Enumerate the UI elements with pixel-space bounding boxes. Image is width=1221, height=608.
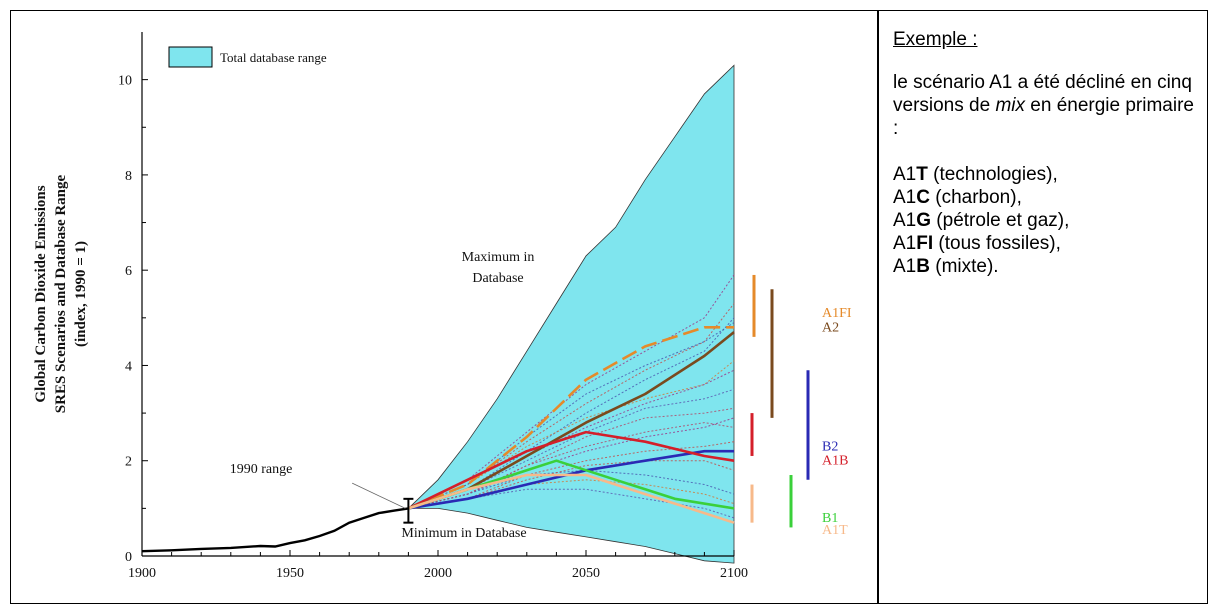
variant-prefix: A1	[893, 187, 917, 208]
range-bar-label-a2: A2	[822, 320, 839, 335]
variant-code: C	[916, 187, 930, 208]
variant-code: FI	[916, 233, 934, 254]
variant-prefix: A1	[893, 233, 917, 254]
para-after: en énergie primaire :	[893, 95, 1194, 139]
range-bar-label-a1b: A1B	[822, 454, 848, 469]
variant-desc: (charbon),	[929, 187, 1022, 208]
variant-list: A1T (technologies), A1C (charbon), A1G (…	[893, 163, 1198, 278]
range-bar-label-b1: B1	[822, 511, 838, 526]
note-panel: Exemple : le scénario A1 a été décliné e…	[893, 28, 1198, 278]
scenario-bundle-line	[408, 441, 735, 509]
note-paragraph: le scénario A1 a été décliné en cinq ver…	[893, 71, 1198, 140]
variant-item: A1G (pétrole et gaz),	[893, 209, 1198, 232]
note-heading: Exemple :	[893, 29, 978, 50]
max-annotation-line: Database	[472, 271, 523, 286]
series-line-a1b	[407, 430, 735, 510]
x-tick-label: 2000	[424, 566, 452, 581]
variant-code: T	[916, 164, 928, 185]
column-divider	[877, 10, 879, 604]
range-bar-label-a1t: A1T	[822, 523, 848, 538]
variant-desc: (pétrole et gaz),	[931, 210, 1070, 231]
para-mix-word: mix	[995, 95, 1026, 116]
legend-swatch	[168, 46, 213, 68]
variant-item: A1FI (tous fossiles),	[893, 232, 1198, 255]
scenario-bundle-line	[408, 422, 735, 509]
range-bar-label-a1fi: A1FI	[822, 306, 852, 321]
range-1990-annotation: 1990 range	[230, 462, 293, 477]
variant-item: A1T (technologies),	[893, 163, 1198, 186]
variant-desc: (tous fossiles),	[933, 233, 1061, 254]
chart-panel: 0 2 4 6 8 10 1900 1950 2000 2050 2100 Global Carbon…	[12, 12, 876, 602]
para-before: le scénario A1 a été décliné en cinq ver…	[893, 72, 1192, 116]
database-range-area	[407, 64, 735, 564]
legend-label: Total database range	[220, 50, 327, 65]
variant-item: A1C (charbon),	[893, 186, 1198, 209]
outer-frame	[10, 10, 1208, 604]
variant-code: G	[916, 210, 932, 231]
x-tick-label: 2050	[572, 566, 600, 581]
variant-prefix: A1	[893, 164, 917, 185]
y-tick-label: 0	[125, 550, 132, 565]
variant-desc: (mixte).	[929, 256, 999, 277]
scenario-bundle-line	[408, 322, 735, 509]
series-line-a1t	[408, 473, 735, 524]
range-bar-label-b2: B2	[822, 439, 838, 454]
x-tick-label: 1950	[276, 566, 304, 581]
emissions-chart: 0 2 4 6 8 10 1900 1950 2000 2050 2100 Global Carbon…	[33, 32, 852, 581]
y-tick-label: 4	[125, 359, 132, 374]
scenario-bundle-line	[408, 317, 735, 509]
variant-desc: (technologies),	[927, 164, 1058, 185]
x-tick-label: 1900	[128, 566, 156, 581]
series-line-a1fi	[407, 326, 734, 510]
y-axis-label-line: SRES Scenarios and Database Range	[53, 174, 69, 413]
historical-line	[141, 507, 409, 553]
scenario-bundle-line	[408, 369, 735, 509]
y-tick-label: 8	[125, 169, 132, 184]
min-annotation: Minimum in Database	[401, 526, 526, 541]
y-tick-label: 10	[118, 74, 132, 89]
y-axis-label-line: Global Carbon Dioxide Emissions	[33, 185, 49, 402]
y-tick-label: 2	[125, 455, 132, 470]
scenario-bundle-line	[408, 479, 735, 509]
variant-code: B	[916, 256, 930, 277]
x-tick-label: 2100	[720, 566, 748, 581]
y-axis-label-line: (index, 1990 = 1)	[73, 241, 89, 347]
scenario-bundle-line	[408, 303, 735, 509]
variant-prefix: A1	[893, 210, 917, 231]
variant-item: A1B (mixte).	[893, 255, 1198, 278]
scenario-bundle-line	[408, 460, 735, 509]
range-1990-leader	[351, 482, 406, 509]
y-tick-label: 6	[125, 264, 132, 279]
max-annotation-line: Maximum in	[462, 250, 535, 265]
variant-prefix: A1	[893, 256, 917, 277]
